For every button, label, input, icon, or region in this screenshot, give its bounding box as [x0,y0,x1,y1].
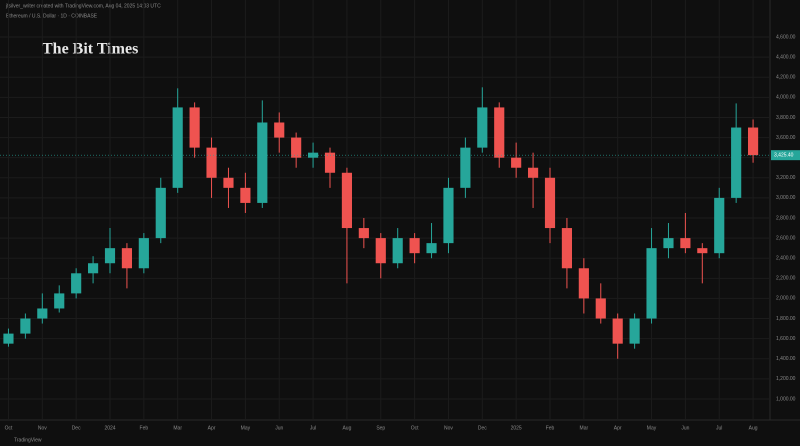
candle-body [460,147,471,188]
y-tick-label: 3,600.00 [776,135,796,141]
x-tick-label: Apr [208,425,216,431]
candle-body [189,107,200,148]
x-tick-label: Dec [72,425,81,431]
x-tick-label: Sep [376,425,385,431]
y-tick-label: 2,200.00 [776,276,796,282]
y-tick-label: 4,400.00 [776,54,796,60]
candle-body [680,238,691,249]
candle-body [223,177,234,188]
candle-body [528,167,539,178]
header-note: jfsilver_writer created with TradingView… [5,3,161,9]
last-price-label: 3,425.40 [774,152,794,158]
y-tick-label: 2,400.00 [776,256,796,262]
candle-body [477,107,488,148]
y-tick-label: 1,200.00 [776,376,796,382]
x-tick-label: Oct [5,425,13,431]
x-tick-label: Jul [310,425,316,431]
y-tick-label: 4,600.00 [776,34,796,40]
candle-body [308,152,319,158]
x-tick-label: 2025 [511,425,522,431]
candle-body [612,318,623,344]
candle-body [714,197,725,254]
y-tick-label: 2,600.00 [776,235,796,241]
candle-body [409,238,420,254]
candle-body [595,298,606,319]
x-tick-label: Apr [614,425,622,431]
x-tick-label: Oct [411,425,419,431]
candle-body [341,172,352,229]
y-tick-label: 4,000.00 [776,95,796,101]
brand: TradingView [14,437,42,443]
candle-body [121,248,132,269]
x-tick-label: Aug [342,425,351,431]
candle-body [274,122,285,138]
x-tick-label: Mar [580,425,589,431]
candle-body [240,187,251,203]
candle-body [392,238,403,264]
candle-body [71,273,82,294]
candle-body [206,147,217,178]
candle-body [629,318,640,344]
x-tick-label: May [241,425,251,431]
y-tick-label: 3,000.00 [776,195,796,201]
candle-body [20,318,31,334]
x-tick-label: Aug [749,425,758,431]
x-tick-label: Nov [444,425,453,431]
candle-body [748,127,759,156]
watermark: The Bit Times [42,41,138,58]
y-tick-label: 3,800.00 [776,115,796,121]
x-tick-label: May [647,425,657,431]
x-tick-label: 2024 [104,425,115,431]
candle-body [257,122,268,203]
x-tick-label: Jul [716,425,722,431]
candle-body [88,263,99,274]
candle-body [697,248,708,254]
candle-body [578,268,589,299]
candle-body [155,187,166,239]
candle-body [443,187,454,244]
candle-body [646,248,657,319]
y-tick-label: 1,400.00 [776,356,796,362]
candle-body [561,228,572,269]
candle-body [544,177,556,229]
candle-body [494,107,505,158]
x-tick-label: Dec [478,425,487,431]
candle-body [511,157,522,168]
candle-body [3,333,14,344]
candle-body [104,248,116,264]
candle-body [731,127,742,198]
y-tick-label: 1,000.00 [776,396,796,402]
x-tick-label: Feb [140,425,149,431]
candle-body [426,243,437,254]
x-tick-label: Jun [275,425,283,431]
y-tick-label: 2,000.00 [776,296,796,302]
x-tick-label: Mar [173,425,182,431]
y-tick-label: 3,200.00 [776,175,796,181]
x-tick-label: Feb [546,425,555,431]
x-tick-label: Jun [681,425,689,431]
candle-body [54,293,65,309]
candle-body [172,107,183,188]
candle-body [37,308,48,319]
y-tick-label: 4,200.00 [776,75,796,81]
last-price-tag [771,150,800,161]
y-tick-label: 1,600.00 [776,336,796,342]
candle-body [291,137,302,158]
y-tick-label: 2,800.00 [776,215,796,221]
candle-body [663,238,674,249]
candle-body [375,238,386,264]
symbol-title: Ethereum / U.S. Dollar · 1D · COINBASE [6,13,98,19]
candle-body [358,228,369,239]
x-tick-label: Nov [38,425,47,431]
candle-body [324,152,336,173]
y-tick-label: 1,800.00 [776,316,796,322]
candle-body [138,238,149,269]
